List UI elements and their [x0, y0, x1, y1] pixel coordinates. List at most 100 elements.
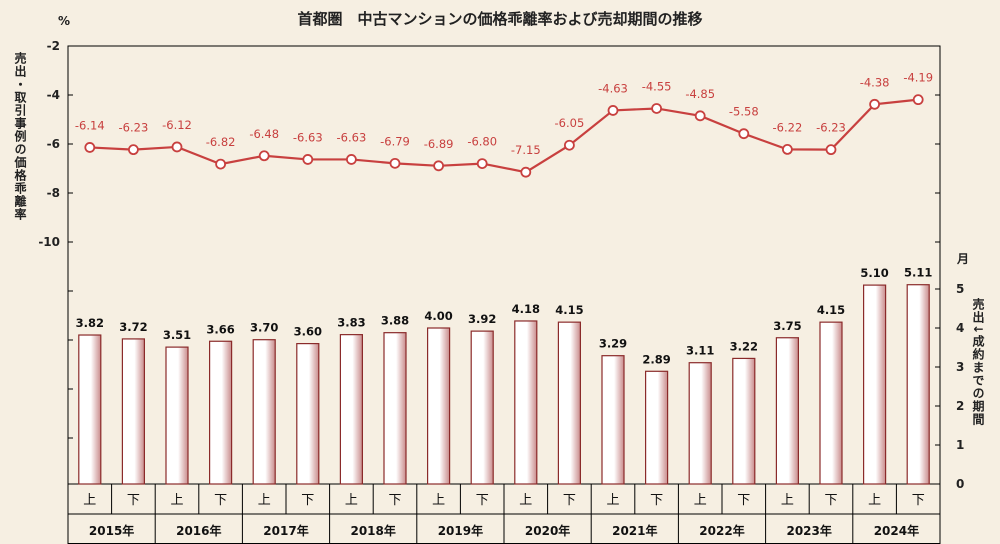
bar-value-label: 3.22: [730, 339, 758, 353]
line-point: [694, 110, 706, 122]
bar: [557, 321, 582, 485]
x-axis: 上 下 上 下 上 下 上 下 上 下 上 下 上 下 上 下 上 下 上 下 2015年 2016年 2017年 2018年…: [67, 484, 941, 544]
bar-value-label: 3.88: [381, 314, 409, 328]
line-point: [825, 144, 837, 156]
bar-value-label: 3.70: [250, 321, 278, 335]
left-axis-unit: %: [58, 14, 71, 28]
line-point: [912, 94, 924, 106]
x-tick-year-label: 2019年: [438, 523, 483, 538]
left-tick-label: -2: [47, 39, 60, 53]
line-value-label: -6.12: [162, 118, 192, 132]
bar-value-label: 4.18: [512, 302, 540, 316]
x-tick-year-label: 2015年: [89, 523, 134, 538]
left-tick-label: -10: [38, 235, 60, 249]
line-point: [651, 103, 662, 114]
plot-frame: [67, 45, 941, 485]
right-tick-label: 1: [956, 438, 964, 452]
bar: [644, 370, 669, 485]
line-point: [433, 160, 445, 172]
x-tick-half-label: 上: [432, 493, 445, 508]
line-value-label: -6.23: [119, 121, 149, 135]
bar-value-label: 5.11: [904, 266, 932, 280]
bar-value-label: 2.89: [642, 352, 670, 366]
x-tick-half-label: 上: [258, 493, 271, 508]
bar: [819, 321, 843, 485]
line-point: [782, 143, 793, 155]
bar: [427, 327, 451, 485]
x-tick-half-label: 上: [170, 493, 183, 508]
x-tick-half-label: 上: [606, 493, 619, 508]
bar: [209, 340, 233, 485]
line-point: [127, 144, 139, 156]
line-value-label: -4.38: [860, 75, 890, 89]
line-value-label: -6.79: [380, 134, 410, 148]
x-tick-half-label: 上: [345, 493, 358, 508]
bar: [732, 357, 756, 485]
x-tick-half-label: 上: [781, 493, 794, 508]
line-value-label: -4.19: [903, 71, 933, 85]
line-point: [215, 158, 227, 170]
right-tick-label: 3: [956, 360, 964, 374]
x-tick-year-label: 2024年: [874, 523, 919, 538]
line-series: -6.14 -6.23 -6.12 -6.82 -6.48 -6.63 -6.63 -6.79…: [75, 71, 933, 178]
right-tick-label: 4: [956, 321, 964, 335]
line-point: [258, 150, 270, 162]
bar: [121, 338, 146, 485]
bar-value-label: 3.60: [294, 325, 322, 339]
line-value-label: -6.63: [337, 130, 367, 144]
x-tick-year-label: 2018年: [350, 523, 395, 538]
line-value-label: -6.48: [249, 127, 279, 141]
left-axis: -2 -4 -6 -8 -10: [38, 39, 73, 439]
x-tick-half-label: 下: [563, 493, 576, 508]
bar-value-label: 3.29: [599, 337, 627, 351]
x-tick-half-label: 上: [694, 493, 707, 508]
x-tick-year-label: 2023年: [786, 523, 831, 538]
line-value-label: -6.82: [206, 135, 236, 149]
bar: [383, 332, 407, 485]
right-tick-label: 5: [956, 282, 964, 296]
right-axis-unit: 月: [957, 252, 970, 266]
x-tick-half-label: 下: [476, 493, 489, 508]
right-tick-label: 0: [956, 477, 964, 491]
right-tick-label: 2: [956, 399, 964, 413]
line-value-label: -6.63: [293, 130, 323, 144]
x-tick-year-label: 2016年: [176, 523, 221, 538]
line-point: [84, 142, 96, 153]
line-point: [564, 139, 575, 151]
line-value-label: -4.55: [642, 79, 672, 93]
bar: [688, 362, 712, 485]
bar-value-label: 3.72: [119, 320, 147, 334]
bar-value-label: 4.00: [424, 309, 452, 323]
x-tick-half-label: 上: [519, 493, 532, 508]
bar-value-label: 4.15: [555, 303, 583, 317]
x-tick-half-label: 下: [824, 493, 837, 508]
line-point: [476, 158, 488, 170]
x-tick-year-label: 2021年: [612, 523, 657, 538]
bar: [339, 334, 363, 485]
x-tick-year-label: 2022年: [699, 523, 744, 538]
line-point: [738, 128, 750, 140]
left-tick-label: -4: [47, 88, 60, 102]
line-value-label: -6.05: [555, 116, 585, 130]
line-point: [302, 154, 314, 165]
line-point: [345, 154, 357, 165]
x-tick-half-label: 上: [868, 493, 881, 508]
x-tick-half-label: 下: [650, 493, 663, 508]
bar: [906, 284, 930, 485]
x-tick-half-label: 下: [214, 493, 227, 508]
x-tick-year-label: 2020年: [525, 523, 570, 538]
x-tick-half-label: 上: [83, 493, 96, 508]
bar: [165, 346, 189, 485]
x-tick-half-label: 下: [388, 493, 401, 508]
left-axis-label: 売出・取引事例の価格乖離率: [13, 52, 27, 221]
line-point: [869, 98, 880, 110]
bar: [601, 355, 625, 485]
bar-value-label: 3.11: [686, 344, 714, 358]
plot-border: [67, 45, 941, 485]
line-value-label: -4.85: [685, 87, 715, 101]
bar: [514, 320, 538, 485]
bar-value-label: 3.51: [163, 328, 191, 342]
left-tick-label: -8: [47, 186, 60, 200]
bar-value-label: 3.82: [76, 316, 104, 330]
